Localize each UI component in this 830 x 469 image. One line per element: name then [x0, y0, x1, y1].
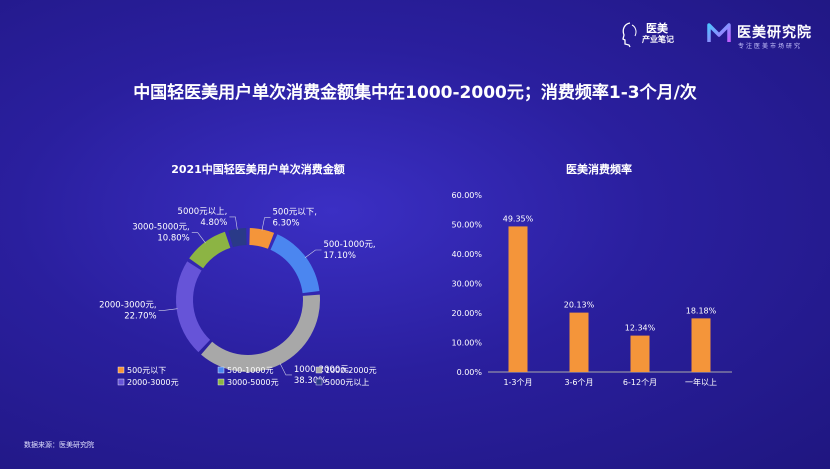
bar	[691, 318, 711, 372]
slice-value-label: 10.80%	[157, 234, 189, 244]
x-tick-label: 6-12个月	[623, 378, 657, 387]
slice-value-label: 38.30%	[294, 376, 326, 386]
x-tick-label: 1-3个月	[503, 378, 532, 387]
logo-right-name: 医美研究院	[737, 25, 812, 41]
y-tick-label: 30.00%	[451, 280, 482, 289]
industry-notes-logo: 医美 产业笔记	[620, 20, 700, 50]
y-tick-label: 50.00%	[451, 221, 482, 230]
donut-slice	[201, 294, 320, 372]
legend-swatch	[217, 378, 225, 386]
slice-value-label: 4.80%	[200, 218, 227, 228]
slice-value-label: 6.30%	[273, 219, 300, 229]
legend-label: 5000元以上	[325, 378, 369, 387]
leader-line	[229, 216, 238, 230]
bar-value-label: 12.34%	[625, 324, 656, 333]
y-tick-label: 0.00%	[457, 368, 483, 377]
leader-line	[261, 217, 271, 231]
m-logo-icon	[707, 23, 731, 42]
slice-label: 500-1000元,	[323, 240, 375, 250]
logo-left-line2: 产业笔记	[642, 35, 674, 44]
donut-slice	[228, 228, 247, 248]
donut-slice	[249, 228, 275, 249]
x-tick-label: 3-6个月	[564, 378, 593, 387]
page-title: 中国轻医美用户单次消费金额集中在1000-2000元；消费频率1-3个月/次	[133, 83, 697, 103]
bar-value-label: 18.18%	[686, 306, 717, 315]
legend-label: 500元以下	[127, 366, 166, 375]
slice-label: 2000-3000元,	[99, 300, 157, 310]
legend-swatch	[117, 378, 125, 386]
bar	[630, 335, 650, 372]
donut-slice	[176, 261, 211, 353]
y-tick-label: 10.00%	[451, 339, 482, 348]
logo-left-line1: 医美	[646, 22, 668, 35]
leader-line	[279, 363, 292, 376]
leader-line	[158, 308, 178, 311]
slice-label: 5000元以上,	[178, 207, 228, 217]
legend-label: 500-1000元	[227, 366, 274, 375]
data-source: 数据来源：医美研究院	[24, 441, 94, 449]
slice-value-label: 17.10%	[323, 251, 355, 261]
leader-line	[191, 232, 206, 244]
legend-swatch	[217, 366, 225, 374]
bar-value-label: 20.13%	[564, 301, 595, 310]
legend-label: 3000-5000元	[227, 378, 279, 387]
leader-line	[304, 249, 322, 258]
y-tick-label: 20.00%	[451, 309, 482, 318]
slice-label: 3000-5000元,	[132, 223, 190, 233]
bar-chart-title: 医美消费频率	[566, 162, 632, 176]
face-profile-icon	[622, 22, 637, 48]
y-tick-label: 60.00%	[451, 191, 482, 200]
legend-swatch	[315, 366, 323, 374]
slice-label: 500元以下,	[273, 208, 317, 218]
x-tick-label: 一年以上	[685, 377, 717, 387]
bar-value-label: 49.35%	[503, 214, 534, 223]
donut-slice	[270, 234, 320, 294]
legend-label: 2000-3000元	[127, 378, 179, 387]
bar	[508, 226, 528, 372]
bar	[569, 312, 589, 372]
legend-swatch	[315, 378, 323, 386]
donut-slice	[189, 231, 231, 269]
logo-right-slogan: 专注医美市场研究	[738, 43, 803, 50]
legend-label: 1000-2000元	[325, 366, 377, 375]
slice-label: 1000-2000元,	[294, 365, 352, 375]
research-institute-logo: 医美研究院 专注医美市场研究	[707, 20, 817, 50]
slice-value-label: 22.70%	[124, 311, 156, 321]
y-tick-label: 40.00%	[451, 250, 482, 259]
legend-swatch	[117, 366, 125, 374]
donut-chart-title: 2021中国轻医美用户单次消费金额	[171, 162, 345, 176]
